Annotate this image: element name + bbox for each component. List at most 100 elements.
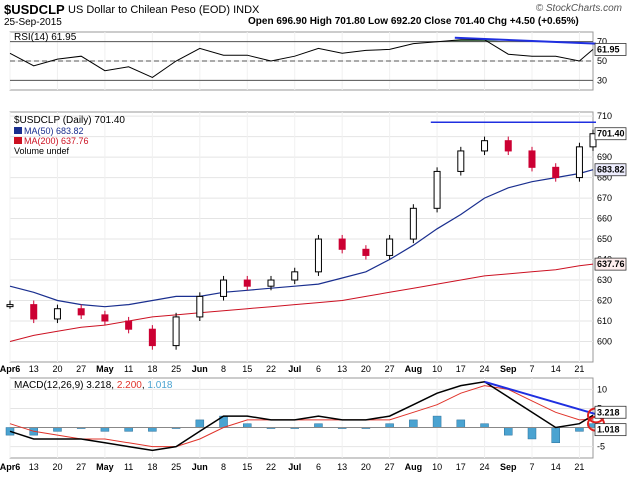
price-y-tick-label: 680	[597, 173, 612, 183]
rsi-trendline	[454, 36, 597, 45]
price-value-tag: 701.40	[597, 129, 625, 139]
rsi-line	[9, 39, 594, 78]
x-axis-label: 14	[551, 364, 561, 374]
ma200-line	[9, 263, 594, 342]
macd-title-sep: ,	[142, 380, 148, 391]
macd-histogram-bar	[148, 427, 157, 432]
candle-body	[409, 207, 417, 240]
x-axis-label: Jun	[192, 462, 208, 472]
ma200-value-tag: 637.76	[597, 259, 625, 269]
price-legend-ma200: MA(200) 637.76	[24, 136, 89, 146]
exchange-text: INDX	[233, 4, 260, 16]
macd-trendline	[484, 380, 597, 416]
x-axis-label: 20	[361, 462, 371, 472]
candle-body	[433, 170, 441, 209]
macd-histogram-bar	[409, 419, 418, 428]
price-y-tick-label: 610	[597, 316, 612, 326]
x-axis-label: May	[96, 364, 114, 374]
x-axis-label: Jun	[192, 364, 208, 374]
macd-value-tag: 3.218	[597, 407, 620, 417]
candle-body	[481, 140, 489, 152]
macd-y-tick-label: 10	[597, 384, 607, 394]
x-axis-label: 13	[29, 462, 39, 472]
candle-body	[504, 140, 512, 152]
candle-body	[101, 314, 109, 322]
x-axis-label: 10	[432, 364, 442, 374]
x-axis-label: 15	[242, 364, 252, 374]
candle-body	[196, 295, 204, 318]
price-y-tick-label: 690	[597, 152, 612, 162]
quote-label: Open 696.90 High 701.80 Low 692.20 Close…	[248, 16, 579, 27]
macd-histogram-bar	[504, 427, 513, 436]
price-y-tick-label: 670	[597, 193, 612, 203]
macd-title: MACD(12,26,9) 3.218, 2.200, 1.018	[14, 380, 173, 391]
x-axis-label: 6	[316, 364, 321, 374]
candle-body	[291, 271, 299, 281]
description-label: US Dollar to Chilean Peso (EOD) INDX	[68, 4, 259, 16]
candle-body	[53, 308, 61, 320]
ma200-value-tag-box	[594, 257, 627, 271]
x-axis-label: 21	[574, 364, 584, 374]
macd-histogram-bar	[100, 427, 110, 432]
x-axis-label: 13	[337, 462, 347, 472]
x-axis-label: 22	[266, 364, 276, 374]
price-value-tag-box	[594, 127, 627, 141]
macd-value-tag-box	[594, 405, 627, 419]
price-y-tick-label: 620	[597, 296, 612, 306]
macd-panel-frame	[9, 377, 594, 459]
x-axis-label: 8	[221, 462, 226, 472]
x-axis-label: 22	[266, 462, 276, 472]
x-axis-label: 25	[171, 364, 181, 374]
x-axis-label: Jul	[288, 364, 301, 374]
macd-histogram-bar	[195, 419, 205, 428]
x-axis-label: 21	[574, 462, 584, 472]
macd-histogram-bar	[575, 427, 584, 432]
candle-body	[6, 304, 14, 308]
rsi-y-tick-label: 50	[597, 56, 607, 66]
candle-body	[314, 238, 322, 273]
candle-body	[125, 320, 133, 330]
description-text: US Dollar to Chilean Peso (EOD)	[68, 4, 231, 16]
macd-title-main: MACD(12,26,9) 3.218,	[14, 380, 117, 391]
macd-hist-value-tag-box	[594, 423, 627, 437]
rsi-value-tag: 61.95	[597, 44, 620, 54]
macd-histogram-bar	[456, 419, 466, 428]
macd-histogram-bar	[432, 415, 442, 428]
candle-body	[30, 304, 38, 320]
x-axis-label: 6	[316, 462, 321, 472]
price-y-tick-label: 600	[597, 337, 612, 347]
x-axis-label: 20	[52, 462, 62, 472]
x-axis-label: 24	[480, 462, 490, 472]
macd-histogram-bar	[480, 423, 489, 428]
rsi-value-tag-box	[594, 43, 627, 56]
price-y-tick-label: 650	[597, 234, 612, 244]
x-axis-label: 11	[124, 462, 133, 472]
x-axis-label: 13	[29, 364, 39, 374]
x-axis-label: 18	[147, 462, 157, 472]
x-axis-label: 13	[337, 364, 347, 374]
price-legend-ma50: MA(50) 683.82	[24, 126, 84, 136]
ma50-value-tag-box	[594, 163, 627, 177]
x-axis-label: 17	[456, 462, 466, 472]
macd-histogram-bar	[124, 427, 133, 432]
candle-body	[528, 150, 536, 168]
macd-histogram-bar	[527, 427, 537, 440]
ma50-line	[9, 169, 594, 308]
candle-body	[338, 238, 346, 250]
x-axis-label: Aug	[405, 364, 423, 374]
x-axis-label: 27	[76, 462, 86, 472]
candle-body	[589, 133, 597, 148]
candle-body	[77, 308, 85, 316]
macd-histogram-bar	[243, 423, 252, 428]
price-legend-symbol: $USDCLP (Daily) 701.40	[14, 115, 125, 126]
macd-histogram-bar	[53, 427, 62, 432]
symbol-label: $USDCLP	[4, 2, 65, 17]
macd-histogram-bar	[551, 427, 560, 444]
candle-body	[552, 166, 560, 179]
ma50-value-tag: 683.82	[597, 165, 625, 175]
rsi-y-tick-label: 70	[597, 37, 607, 47]
x-axis-label: 10	[432, 462, 442, 472]
x-axis-label: Apr6	[0, 364, 20, 374]
x-axis-label: 20	[52, 364, 62, 374]
x-axis-label: 18	[147, 364, 157, 374]
